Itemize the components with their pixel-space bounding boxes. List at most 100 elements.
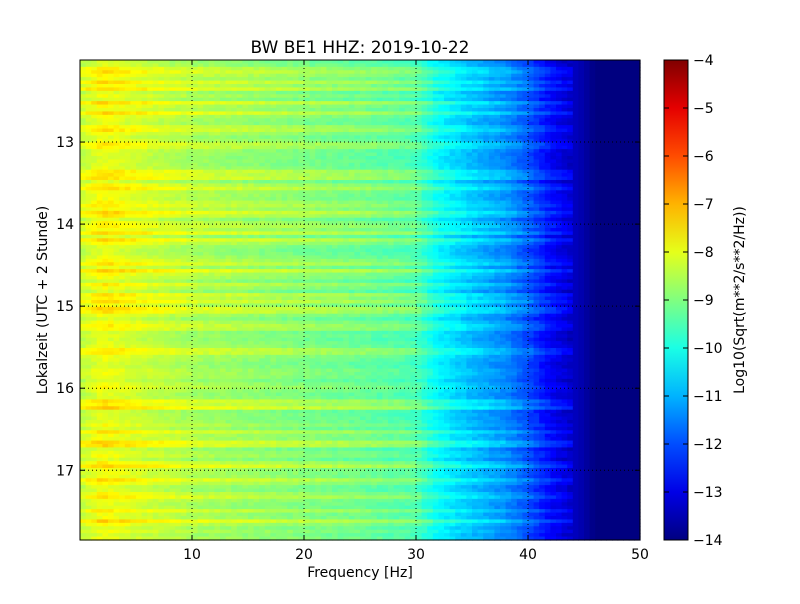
heatmap-cell — [80, 186, 87, 191]
heatmap-cell — [399, 159, 406, 164]
heatmap-cell — [348, 166, 355, 171]
heatmap-cell — [584, 180, 591, 185]
heatmap-cell — [393, 111, 400, 116]
heatmap-cell — [136, 138, 143, 143]
heatmap-cell — [264, 101, 271, 106]
heatmap-cell — [332, 135, 339, 140]
heatmap-cell — [421, 207, 428, 212]
heatmap-cell — [225, 108, 232, 113]
heatmap-cell — [264, 149, 271, 154]
heatmap-cell — [623, 135, 630, 140]
heatmap-cell — [382, 73, 389, 78]
heatmap-cell — [522, 125, 529, 130]
heatmap-cell — [606, 200, 613, 205]
heatmap-cell — [488, 159, 495, 164]
heatmap-cell — [617, 101, 624, 106]
heatmap-cell — [326, 60, 333, 65]
heatmap-cell — [136, 90, 143, 95]
heatmap-cell — [304, 190, 311, 195]
heatmap-cell — [91, 193, 98, 198]
heatmap-cell — [203, 90, 210, 95]
heatmap-cell — [432, 159, 439, 164]
heatmap-cell — [298, 97, 305, 102]
heatmap-cell — [253, 217, 260, 222]
heatmap-cell — [304, 228, 311, 233]
heatmap-cell — [612, 90, 619, 95]
heatmap-cell — [388, 214, 395, 219]
heatmap-cell — [281, 138, 288, 143]
heatmap-cell — [544, 125, 551, 130]
heatmap-cell — [320, 77, 327, 82]
heatmap-cell — [158, 94, 165, 99]
heatmap-cell — [617, 84, 624, 89]
heatmap-cell — [136, 200, 143, 205]
heatmap-cell — [410, 210, 417, 215]
heatmap-cell — [348, 207, 355, 212]
heatmap-cell — [292, 66, 299, 71]
heatmap-cell — [304, 152, 311, 157]
heatmap-cell — [113, 63, 120, 68]
heatmap-cell — [376, 97, 383, 102]
heatmap-cell — [612, 162, 619, 167]
heatmap-cell — [634, 183, 641, 188]
heatmap-cell — [427, 186, 434, 191]
heatmap-cell — [376, 176, 383, 181]
heatmap-cell — [124, 149, 131, 154]
heatmap-cell — [119, 128, 126, 133]
heatmap-cell — [572, 145, 579, 150]
heatmap-cell — [449, 77, 456, 82]
heatmap-cell — [500, 186, 507, 191]
heatmap-cell — [320, 221, 327, 226]
heatmap-cell — [91, 84, 98, 89]
heatmap-cell — [371, 214, 378, 219]
heatmap-cell — [393, 63, 400, 68]
heatmap-cell — [164, 156, 171, 161]
heatmap-cell — [522, 186, 529, 191]
heatmap-cell — [287, 60, 294, 65]
heatmap-cell — [410, 135, 417, 140]
heatmap-cell — [164, 224, 171, 229]
heatmap-cell — [617, 180, 624, 185]
heatmap-cell — [180, 176, 187, 181]
heatmap-cell — [533, 142, 540, 147]
heatmap-cell — [421, 149, 428, 154]
heatmap-cell — [113, 70, 120, 75]
heatmap-cell — [449, 207, 456, 212]
heatmap-cell — [208, 84, 215, 89]
heatmap-cell — [393, 90, 400, 95]
heatmap-cell — [124, 152, 131, 157]
heatmap-cell — [158, 101, 165, 106]
heatmap-cell — [192, 169, 199, 174]
heatmap-cell — [108, 97, 115, 102]
heatmap-cell — [522, 210, 529, 215]
heatmap-cell — [393, 214, 400, 219]
heatmap-cell — [472, 101, 479, 106]
heatmap-cell — [192, 197, 199, 202]
heatmap-cell — [500, 138, 507, 143]
heatmap-cell — [444, 145, 451, 150]
heatmap-cell — [124, 145, 131, 150]
heatmap-cell — [589, 142, 596, 147]
heatmap-cell — [102, 166, 109, 171]
heatmap-cell — [214, 207, 221, 212]
heatmap-cell — [589, 63, 596, 68]
heatmap-cell — [315, 111, 322, 116]
heatmap-cell — [169, 152, 176, 157]
heatmap-cell — [248, 70, 255, 75]
heatmap-cell — [421, 87, 428, 92]
heatmap-cell — [460, 118, 467, 123]
heatmap-cell — [158, 60, 165, 65]
heatmap-cell — [483, 217, 490, 222]
heatmap-cell — [80, 114, 87, 119]
heatmap-cell — [393, 190, 400, 195]
heatmap-cell — [124, 176, 131, 181]
heatmap-cell — [432, 125, 439, 130]
heatmap-cell — [175, 176, 182, 181]
heatmap-cell — [628, 207, 635, 212]
heatmap-cell — [365, 228, 372, 233]
heatmap-cell — [248, 66, 255, 71]
heatmap-cell — [80, 210, 87, 215]
heatmap-cell — [253, 142, 260, 147]
heatmap-cell — [197, 63, 204, 68]
heatmap-cell — [214, 210, 221, 215]
